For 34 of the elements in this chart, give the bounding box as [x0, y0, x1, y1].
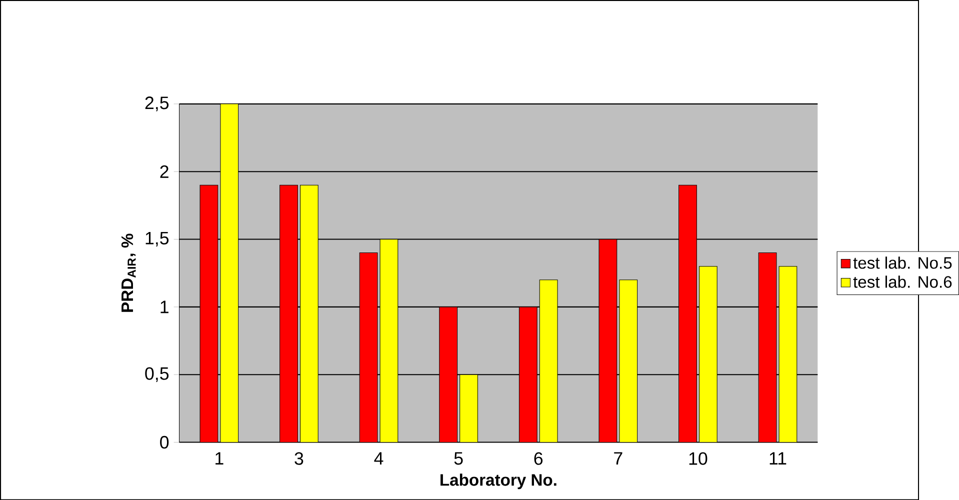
bar	[699, 266, 718, 442]
x-tick-label: 11	[770, 452, 786, 464]
bar	[300, 185, 318, 442]
y-axis-title: PRD$_{AIR}$, %	[121, 234, 136, 312]
bar	[599, 239, 617, 442]
x-tick-label: 10	[689, 452, 708, 465]
bar	[540, 280, 558, 442]
bar	[758, 252, 777, 442]
y-tick-label: 2,5	[145, 96, 169, 112]
legend-label: test lab. No.5	[853, 256, 952, 269]
bar	[200, 185, 218, 442]
legend-label: test lab. No.6	[853, 276, 952, 288]
x-tick-label: 7	[614, 452, 622, 464]
y-tick-label: 1,5	[146, 232, 169, 246]
y-tick-label: 1	[160, 300, 168, 313]
y-tick-label: 0	[160, 436, 169, 448]
bar	[439, 306, 458, 442]
x-tick-label: 3	[294, 452, 304, 465]
bar	[360, 252, 378, 442]
x-axis-title: Laboratory No.	[440, 474, 556, 490]
bar	[380, 239, 398, 442]
x-tick-label: 4	[374, 452, 384, 464]
bar	[519, 306, 538, 442]
bar	[280, 185, 298, 442]
bar	[678, 185, 697, 442]
bar	[778, 266, 798, 442]
y-tick-label: 0,5	[145, 367, 169, 382]
bar	[619, 280, 638, 442]
x-tick-label: 6	[534, 452, 543, 465]
bar	[460, 374, 478, 442]
bar	[220, 104, 238, 442]
y-tick-label: 2	[160, 165, 168, 178]
x-tick-label: 5	[454, 452, 463, 465]
x-tick-label: 1	[216, 452, 224, 464]
